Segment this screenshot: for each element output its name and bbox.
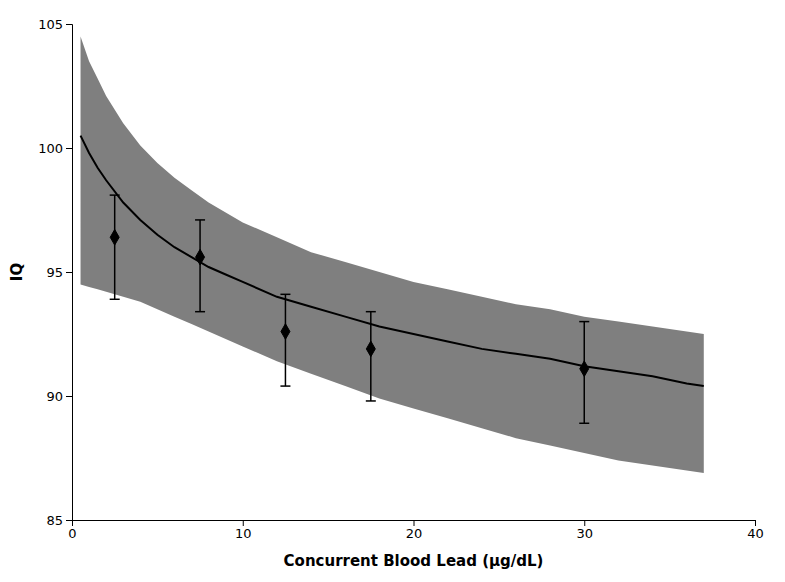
tick: 95 [46,265,72,280]
tick-mark [755,520,756,526]
tick: 10 [235,520,252,541]
marker [196,249,205,265]
y-axis-title: IQ [8,263,26,281]
data-point [110,195,120,299]
tick-label: 85 [46,513,63,528]
tick-mark [66,520,72,521]
tick-label: 100 [38,141,63,156]
error-cap [366,400,376,402]
tick: 0 [68,520,76,541]
error-cap [579,423,589,425]
axis-line [66,25,73,521]
tick: 100 [38,141,72,156]
tick: 105 [38,17,72,32]
x-axis: 0 10 20 30 40 [68,520,763,541]
x-axis-title: Concurrent Blood Lead (μg/dL) [284,552,544,570]
marker [366,341,375,357]
tick: 30 [576,520,593,541]
tick-mark [584,520,585,526]
tick-mark [66,148,72,149]
marker [281,324,290,340]
y-axis: 85 90 95 100 105 [38,17,72,528]
chart: 0 10 20 30 40 85 90 95 100 105 Concurrent Blood Le… [0,0,785,582]
error-cap [110,299,120,301]
data-point [579,322,589,424]
tick: 85 [46,513,72,528]
data-point [195,220,205,312]
tick-mark [66,24,72,25]
tick-mark [66,396,72,397]
tick-mark [414,520,415,526]
tick-label: 95 [46,265,63,280]
curve [81,136,704,386]
error-cap [110,194,120,196]
tick-label: 10 [235,526,252,541]
tick: 20 [406,520,423,541]
axis-line [73,521,756,527]
tick-label: 0 [68,526,76,541]
tick: 40 [747,520,764,541]
tick-label: 40 [747,526,764,541]
error-cap [280,385,290,387]
data-point [366,312,376,401]
plot-area [81,36,704,472]
tick: 90 [46,389,72,404]
marker [580,361,589,377]
error-cap [195,311,205,313]
tick-label: 90 [46,389,63,404]
tick-label: 105 [38,17,63,32]
error-cap [366,311,376,313]
error-bar [114,195,116,299]
data-point [280,294,290,386]
confidence-band [81,36,704,472]
tick-label: 30 [576,526,593,541]
marker [110,229,119,245]
error-cap [195,219,205,221]
error-cap [280,294,290,296]
tick-label: 20 [406,526,423,541]
tick-mark [66,272,72,273]
tick-mark [243,520,244,526]
error-cap [579,321,589,323]
